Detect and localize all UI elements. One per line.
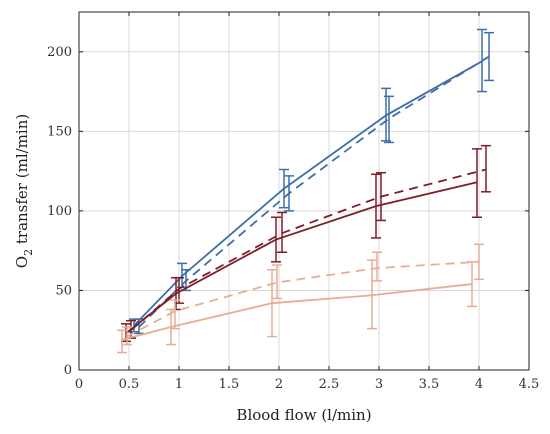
y-tick-labels: 0 50 100 150 200: [47, 45, 72, 378]
series-5: [122, 243, 484, 346]
error-bar: [122, 326, 132, 346]
x-tick-label: 4: [475, 377, 483, 392]
x-tick-label: 1.5: [219, 377, 240, 392]
error-bar: [170, 299, 180, 330]
y-tick-label: 100: [47, 204, 72, 219]
error-bar: [277, 211, 287, 254]
ticks: [78, 12, 530, 371]
y-tick-label: 50: [55, 283, 72, 298]
error-bar: [272, 264, 282, 300]
error-bar: [472, 148, 482, 219]
error-bar: [481, 144, 491, 193]
series-4: [117, 259, 477, 354]
y-axis-label: O2 transfer (ml/min): [13, 114, 35, 268]
error-bar: [134, 318, 144, 335]
error-bar: [484, 31, 494, 82]
error-bar: [474, 243, 484, 281]
error-bar: [371, 173, 381, 239]
x-tick-labels: 0 0.5 1 1.5 2 2.5 3 3.5 4 4.5: [75, 377, 539, 392]
error-bar: [267, 269, 277, 338]
x-axis-label: Blood flow (l/min): [236, 406, 371, 424]
x-tick-label: 2: [275, 377, 283, 392]
error-bar: [271, 216, 281, 263]
x-tick-label: 0: [75, 377, 83, 392]
x-tick-label: 1: [175, 377, 183, 392]
error-bar: [367, 259, 377, 330]
y-tick-label: 150: [47, 124, 72, 139]
y-axis-label-subscript: 2: [22, 249, 35, 256]
y-tick-label: 200: [47, 45, 72, 60]
x-tick-label: 2.5: [319, 377, 340, 392]
x-tick-label: 3: [375, 377, 383, 392]
error-bar: [376, 171, 386, 222]
x-tick-label: 0.5: [119, 377, 140, 392]
error-bar: [372, 251, 382, 282]
series-line: [126, 260, 480, 338]
plot-frame: [78, 11, 530, 371]
y-tick-label: 0: [64, 363, 72, 378]
series-1: [134, 31, 494, 335]
error-bar: [117, 329, 127, 354]
x-tick-label: 3.5: [419, 377, 440, 392]
y-axis-label-main: O: [13, 256, 31, 268]
series-3: [126, 144, 491, 339]
x-tick-label: 4.5: [519, 377, 540, 392]
series-layer: [117, 28, 494, 354]
error-bar: [284, 175, 294, 212]
error-bar: [384, 95, 394, 144]
y-axis-label-rest: transfer (ml/min): [13, 114, 31, 249]
